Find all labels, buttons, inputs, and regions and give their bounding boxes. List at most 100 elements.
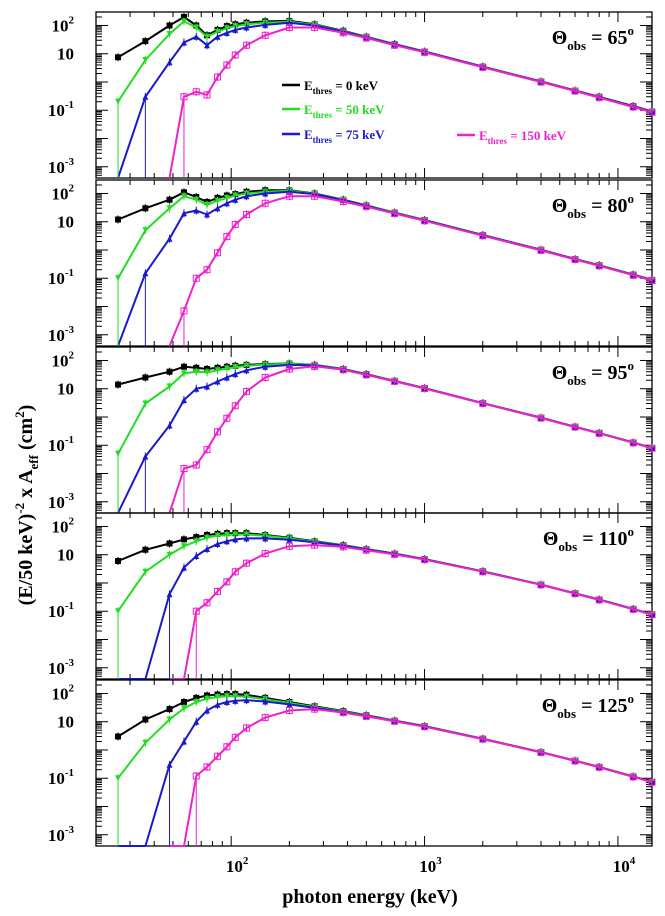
data-point [204,201,211,208]
data-point [571,423,579,431]
y-tick-label: 10-3 [48,491,75,512]
y-tick-label: 102 [52,14,75,35]
data-point [142,739,149,746]
data-point [204,42,211,49]
data-point [232,192,239,199]
panel-title-part: o [628,358,635,373]
y-tick-label: 10-3 [48,156,75,177]
series-line [117,189,653,282]
data-point [648,444,656,452]
data-point [166,368,173,375]
data-point [421,556,429,564]
data-point [223,29,230,36]
data-point [180,564,187,571]
data-point [232,196,239,203]
data-point [204,707,211,714]
data-point [648,611,656,619]
y-tick-label-part: 10 [52,517,69,536]
data-point [262,190,269,197]
data-point [537,414,545,422]
data-point [223,194,230,201]
x-tick-label-part: 10 [613,857,630,876]
data-point [166,30,173,37]
data-point [629,773,637,781]
data-point [595,596,603,604]
data-point [166,205,173,212]
data-point [180,698,187,705]
data-point [595,94,603,102]
data-point [214,378,221,385]
data-point [223,61,231,69]
data-point [180,13,187,20]
y-axis-label: (E/50 keV)-2 x Aeff (cm2) [12,405,41,606]
data-point [166,383,173,390]
y-tick-label-part: 10 [52,351,69,370]
legend-entry-part: = 75 keV [332,127,385,142]
legend-entry-part: thres [313,110,333,120]
data-point [242,211,250,219]
plot-frame [95,346,653,514]
data-point [223,531,230,538]
data-point [362,34,370,42]
legend-entry-part: thres [313,86,333,96]
data-point [223,538,230,545]
legend-entry-part: = 150 keV [507,128,567,143]
legend-entry-part: thres [488,136,508,146]
data-point [339,198,347,206]
data-point [537,748,545,756]
data-point [223,25,230,32]
legend-entry: Ethres = 75 keV [304,127,385,145]
data-point [243,535,250,542]
data-point [142,57,149,64]
data-point [339,709,347,717]
y-tick-label-part: 10 [52,684,69,703]
data-point [204,369,211,376]
plot-frame [95,512,653,680]
data-point [214,540,221,547]
panel-title: Θobs = 95o [552,358,634,388]
data-point [214,367,221,374]
data-point [232,371,239,378]
data-point [311,541,319,549]
y-tick-label-part: 10 [48,602,65,621]
y-tick-label-part: -3 [65,491,75,503]
series-line [117,189,653,281]
x-tick-label-part: 4 [630,855,636,867]
data-point [479,63,487,71]
data-point [571,256,579,264]
data-point [285,706,293,714]
data-point [214,73,222,81]
y-tick-label-part: -1 [65,99,74,111]
data-point [232,697,239,704]
data-point [203,599,211,607]
y-tick-label-part: 2 [69,14,75,26]
y-tick-label-part: 10 [57,546,74,565]
data-point [204,545,211,552]
data-point [142,374,149,381]
data-point [286,536,293,543]
data-point [311,23,319,31]
data-point [142,227,149,234]
data-point [362,203,370,211]
panel-title-part: = 65 [586,27,627,49]
data-point [180,543,187,550]
y-tick-label-part: 10 [57,713,74,732]
data-point [362,371,370,379]
series-line [169,544,653,680]
data-point [571,590,579,598]
data-point [166,196,173,203]
data-point [242,724,250,732]
plot-frame [95,179,653,347]
x-tick-label-part: 10 [419,857,436,876]
data-point [180,363,187,370]
data-point [180,705,187,712]
panel-title: Θobs = 65o [552,23,634,53]
data-point [479,399,487,407]
y-tick-label: 10-1 [48,767,74,788]
data-point [142,716,149,723]
y-tick-label-part: 10 [52,184,69,203]
data-point [193,553,200,560]
